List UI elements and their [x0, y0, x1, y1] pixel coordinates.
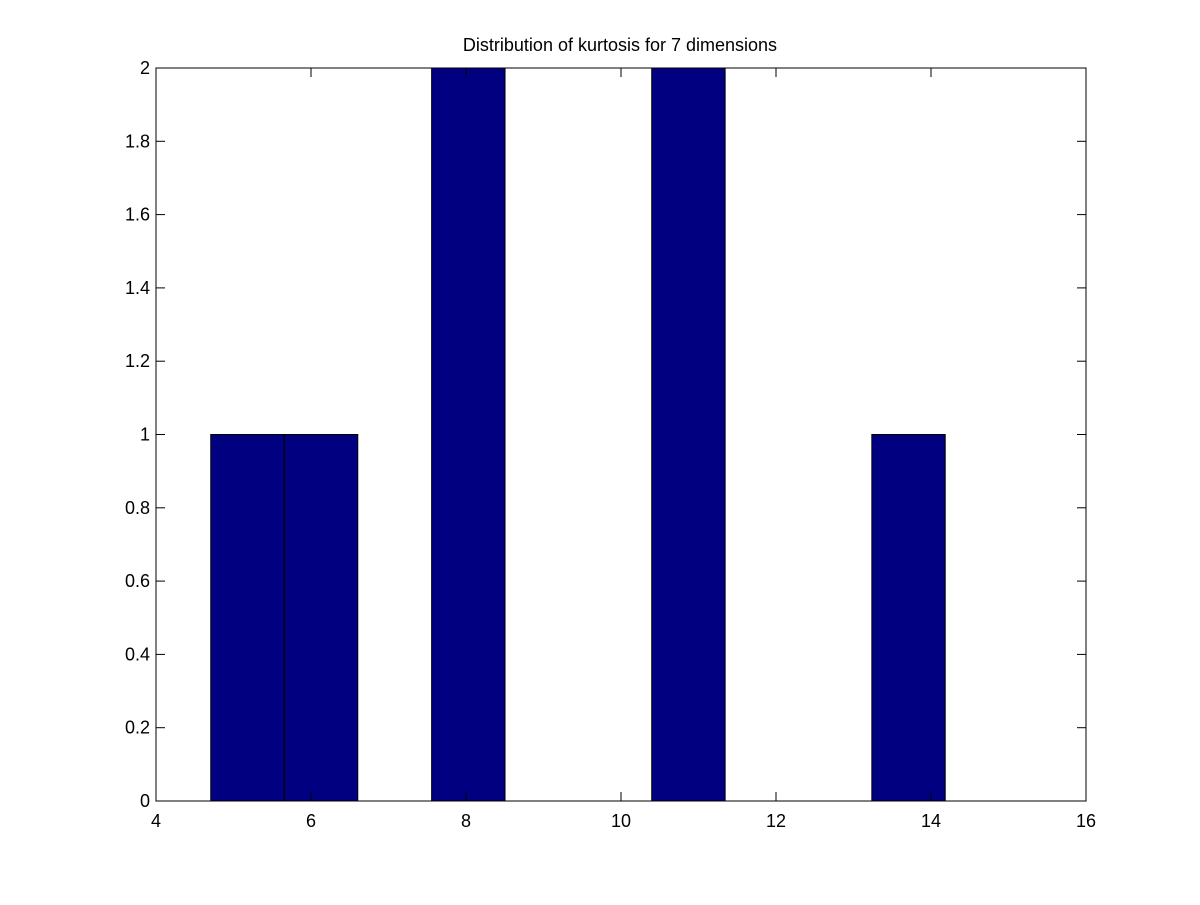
- y-tick-label: 0: [140, 791, 150, 811]
- bars-layer: [156, 67, 1086, 802]
- histogram-bar: [210, 434, 285, 802]
- x-tick-label: 16: [1076, 811, 1096, 831]
- x-tick-label: 12: [766, 811, 786, 831]
- y-tick-label: 0.2: [125, 718, 150, 738]
- histogram-bar: [651, 67, 726, 802]
- y-tick-label: 1.4: [125, 278, 150, 298]
- y-tick-label: 0.8: [125, 498, 150, 518]
- histogram-bar: [871, 434, 946, 802]
- y-tick-label: 1: [140, 425, 150, 445]
- x-tick-label: 14: [921, 811, 941, 831]
- chart-title: Distribution of kurtosis for 7 dimension…: [463, 35, 777, 55]
- y-tick-label: 2: [140, 58, 150, 78]
- histogram-bar: [431, 67, 506, 802]
- x-tick-label: 8: [461, 811, 471, 831]
- y-tick-label: 1.2: [125, 351, 150, 371]
- x-tick-label: 4: [151, 811, 161, 831]
- y-tick-label: 1.8: [125, 131, 150, 151]
- x-tick-label: 10: [611, 811, 631, 831]
- y-tick-label: 0.6: [125, 571, 150, 591]
- x-tick-label: 6: [306, 811, 316, 831]
- axes-layer: 4 6 8 10 12 14 16 0 0.2 0.4 0.6 0.8 1 1.2 1.4 1.6 1.8 2: [125, 58, 1096, 831]
- y-tick-label: 1.6: [125, 205, 150, 225]
- y-tick-label: 0.4: [125, 644, 150, 664]
- histogram-bar: [283, 434, 359, 802]
